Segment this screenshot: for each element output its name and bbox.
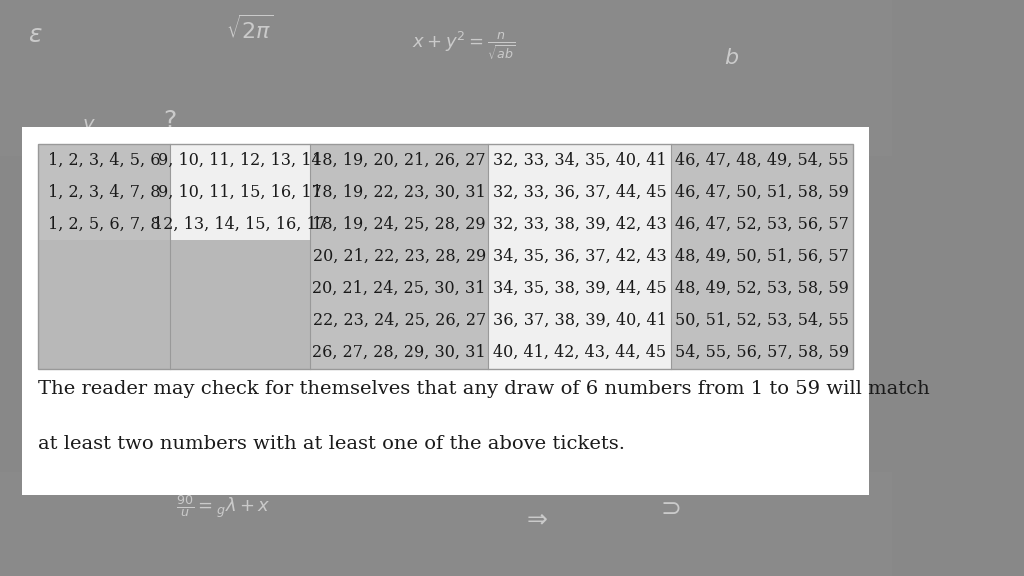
- Bar: [310, 144, 488, 369]
- Text: $y$: $y$: [82, 118, 96, 136]
- Text: $\sqrt{2\pi}$: $\sqrt{2\pi}$: [225, 14, 273, 43]
- Text: 18, 19, 24, 25, 28, 29: 18, 19, 24, 25, 28, 29: [312, 216, 486, 233]
- Text: 18, 19, 20, 21, 26, 27: 18, 19, 20, 21, 26, 27: [312, 151, 486, 169]
- Text: 46, 47, 50, 51, 58, 59: 46, 47, 50, 51, 58, 59: [675, 184, 849, 200]
- Text: $\Rightarrow$: $\Rightarrow$: [522, 506, 548, 530]
- Text: 20, 21, 22, 23, 28, 29: 20, 21, 22, 23, 28, 29: [312, 248, 485, 265]
- Text: 9, 10, 11, 12, 13, 14: 9, 10, 11, 12, 13, 14: [158, 151, 322, 169]
- Text: $b$: $b$: [724, 48, 738, 67]
- Text: 48, 49, 52, 53, 58, 59: 48, 49, 52, 53, 58, 59: [675, 280, 849, 297]
- Bar: [38, 240, 310, 369]
- Bar: [38, 144, 853, 369]
- Text: 20, 21, 24, 25, 30, 31: 20, 21, 24, 25, 30, 31: [312, 280, 485, 297]
- Bar: [488, 144, 671, 369]
- Text: The reader may check for themselves that any draw of 6 numbers from 1 to 59 will: The reader may check for themselves that…: [38, 380, 930, 398]
- Text: 32, 33, 34, 35, 40, 41: 32, 33, 34, 35, 40, 41: [493, 151, 667, 169]
- Text: 12, 13, 14, 15, 16, 17: 12, 13, 14, 15, 16, 17: [153, 216, 327, 233]
- Text: 1, 2, 3, 4, 7, 8: 1, 2, 3, 4, 7, 8: [48, 184, 161, 200]
- Bar: [38, 144, 853, 369]
- Text: $\frac{90}{u} =_g \lambda + x$: $\frac{90}{u} =_g \lambda + x$: [176, 494, 270, 520]
- Text: $x + y^2 = \frac{n}{\sqrt{ab}}$: $x + y^2 = \frac{n}{\sqrt{ab}}$: [412, 30, 516, 62]
- Bar: [0, 472, 892, 576]
- Text: 50, 51, 52, 53, 54, 55: 50, 51, 52, 53, 54, 55: [675, 312, 849, 329]
- Text: $?$: $?$: [163, 109, 176, 133]
- Text: 36, 37, 38, 39, 40, 41: 36, 37, 38, 39, 40, 41: [493, 312, 667, 329]
- Text: 48, 49, 50, 51, 56, 57: 48, 49, 50, 51, 56, 57: [675, 248, 849, 265]
- Text: 54, 55, 56, 57, 58, 59: 54, 55, 56, 57, 58, 59: [675, 344, 849, 361]
- Text: 32, 33, 38, 39, 42, 43: 32, 33, 38, 39, 42, 43: [493, 216, 667, 233]
- Text: 26, 27, 28, 29, 30, 31: 26, 27, 28, 29, 30, 31: [312, 344, 486, 361]
- Text: 40, 41, 42, 43, 44, 45: 40, 41, 42, 43, 44, 45: [493, 344, 667, 361]
- Bar: [38, 144, 170, 369]
- Bar: [671, 144, 853, 369]
- Bar: [170, 144, 310, 369]
- Text: 34, 35, 36, 37, 42, 43: 34, 35, 36, 37, 42, 43: [493, 248, 667, 265]
- Text: 32, 33, 36, 37, 44, 45: 32, 33, 36, 37, 44, 45: [493, 184, 667, 200]
- Text: $\supset$: $\supset$: [656, 495, 681, 519]
- Text: 1, 2, 5, 6, 7, 8: 1, 2, 5, 6, 7, 8: [48, 216, 161, 233]
- Text: 46, 47, 52, 53, 56, 57: 46, 47, 52, 53, 56, 57: [675, 216, 849, 233]
- Text: 1, 2, 3, 4, 5, 6: 1, 2, 3, 4, 5, 6: [48, 151, 161, 169]
- Bar: [0, 0, 892, 156]
- Text: 22, 23, 24, 25, 26, 27: 22, 23, 24, 25, 26, 27: [312, 312, 485, 329]
- Text: 34, 35, 38, 39, 44, 45: 34, 35, 38, 39, 44, 45: [493, 280, 667, 297]
- Bar: [23, 127, 869, 495]
- Text: 18, 19, 22, 23, 30, 31: 18, 19, 22, 23, 30, 31: [312, 184, 486, 200]
- Text: 46, 47, 48, 49, 54, 55: 46, 47, 48, 49, 54, 55: [675, 151, 849, 169]
- Text: at least two numbers with at least one of the above tickets.: at least two numbers with at least one o…: [38, 434, 626, 453]
- Text: 9, 10, 11, 15, 16, 17: 9, 10, 11, 15, 16, 17: [158, 184, 322, 200]
- Text: $\epsilon$: $\epsilon$: [29, 22, 43, 47]
